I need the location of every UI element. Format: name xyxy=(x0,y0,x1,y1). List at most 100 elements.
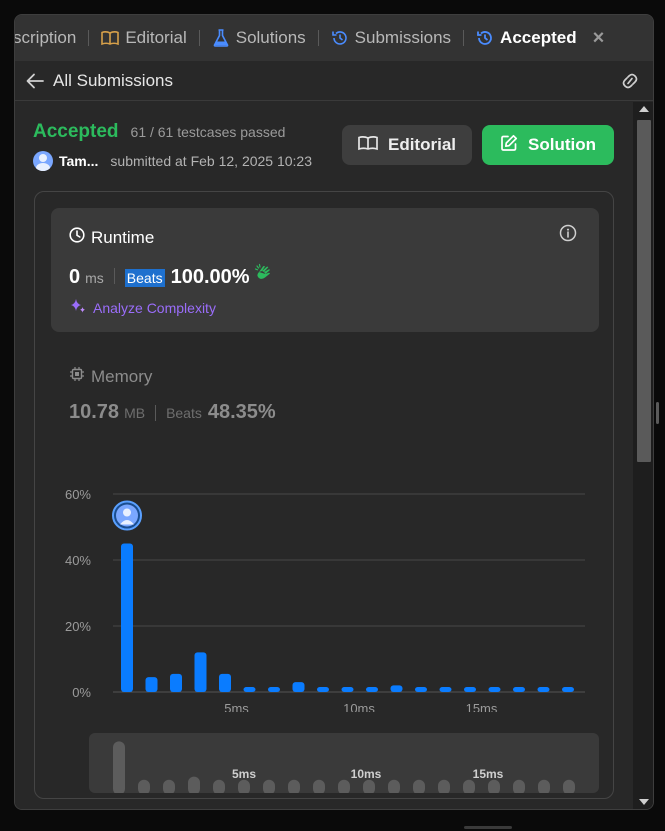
histogram-bar xyxy=(317,687,329,692)
tab-label: Solutions xyxy=(235,28,306,47)
memory-unit: MB xyxy=(124,405,146,421)
status-row: Accepted 61 / 61 testcases passed xyxy=(33,121,285,143)
submission-detail: Accepted 61 / 61 testcases passed Tam...… xyxy=(15,102,633,809)
tab-description[interactable]: scription xyxy=(15,15,76,61)
flask-icon xyxy=(212,29,230,47)
beats-label: Beats xyxy=(124,269,165,287)
memory-header[interactable]: Memory xyxy=(69,366,152,387)
x-tick-label: 10ms xyxy=(343,701,375,712)
tab-divider xyxy=(198,30,200,46)
avatar[interactable] xyxy=(33,151,53,171)
tab-accepted[interactable]: Accepted × xyxy=(476,15,604,61)
range-bar xyxy=(563,779,575,793)
range-bar xyxy=(113,741,125,793)
status-badge: Accepted xyxy=(33,121,119,142)
range-bar xyxy=(538,779,550,793)
histogram-bar xyxy=(243,687,256,692)
histogram-bar xyxy=(390,685,403,692)
analyze-complexity-link[interactable]: Analyze Complexity xyxy=(69,297,216,318)
x-tick-label: 15ms xyxy=(466,701,498,712)
runtime-title: Runtime xyxy=(91,227,155,247)
tab-bar: scription Editorial Solutions Submission… xyxy=(15,15,653,61)
memory-title: Memory xyxy=(91,366,153,386)
bottom-edge-handle xyxy=(464,826,512,829)
chip-icon xyxy=(69,366,85,387)
scrollbar[interactable] xyxy=(633,102,653,809)
range-bar xyxy=(388,779,400,793)
runtime-values: 0 ms Beats 100.00% xyxy=(69,263,274,289)
range-bar xyxy=(288,779,300,793)
range-selector-chart[interactable]: 5ms 10ms 15ms xyxy=(89,733,599,793)
range-bar xyxy=(138,779,150,793)
divider xyxy=(113,268,115,284)
editorial-button-label: Editorial xyxy=(387,135,456,154)
scrollbar-thumb[interactable] xyxy=(637,120,651,462)
chart-range-selector[interactable]: 5ms 10ms 15ms xyxy=(89,733,599,793)
performance-panel: Runtime 0 ms Beats 100.00% xyxy=(34,191,614,799)
submitted-timestamp: submitted at Feb 12, 2025 10:23 xyxy=(110,153,313,169)
avatar-head xyxy=(123,508,131,517)
divider xyxy=(155,404,157,421)
histogram-bar xyxy=(292,682,305,692)
range-bar xyxy=(163,779,175,793)
histogram-bar xyxy=(341,687,354,692)
runtime-value: 0 xyxy=(69,266,81,288)
range-bar xyxy=(338,779,350,793)
x-tick-label: 5ms xyxy=(224,701,249,712)
runtime-distribution-chart[interactable]: 60% 40% 20% 0% 5ms 10ms 15ms xyxy=(35,472,614,712)
range-bar xyxy=(413,779,425,793)
histogram-bar xyxy=(537,687,550,692)
histogram-bar xyxy=(488,687,501,692)
close-icon[interactable]: × xyxy=(592,27,605,49)
range-tick-label: 10ms xyxy=(351,767,382,781)
runtime-header: Runtime xyxy=(69,227,154,248)
clock-icon xyxy=(69,227,85,248)
tab-editorial[interactable]: Editorial xyxy=(101,15,187,61)
user-avatar-marker[interactable] xyxy=(112,500,142,531)
resize-handle[interactable] xyxy=(656,402,659,424)
solution-button-label: Solution xyxy=(528,135,596,154)
range-bar xyxy=(188,776,200,793)
histogram-bar xyxy=(415,687,427,692)
range-bar xyxy=(513,779,525,793)
all-submissions-link[interactable]: All Submissions xyxy=(53,71,173,90)
memory-beats-percent: 48.35% xyxy=(207,401,276,423)
histogram-bar xyxy=(464,687,476,692)
back-arrow-icon[interactable] xyxy=(25,72,45,90)
y-tick-label: 60% xyxy=(65,487,91,502)
solution-button[interactable]: Solution xyxy=(482,125,614,165)
user-name[interactable]: Tam... xyxy=(59,153,99,169)
sparkle-icon xyxy=(69,297,87,318)
histogram-bar xyxy=(121,543,133,692)
history-icon xyxy=(331,29,349,47)
info-icon[interactable] xyxy=(559,224,577,242)
y-tick-label: 40% xyxy=(65,553,91,568)
tab-label: Submissions xyxy=(354,28,452,47)
range-tick-label: 5ms xyxy=(232,767,256,781)
histogram-bar xyxy=(562,687,574,692)
history-icon xyxy=(476,29,494,47)
beats-label: Beats xyxy=(166,405,202,421)
scroll-down-icon[interactable] xyxy=(639,799,649,805)
runtime-card[interactable]: Runtime 0 ms Beats 100.00% xyxy=(51,208,599,332)
tab-submissions[interactable]: Submissions xyxy=(331,15,451,61)
range-bar xyxy=(263,779,275,793)
memory-value: 10.78 xyxy=(69,401,120,423)
submissions-header: All Submissions xyxy=(15,61,653,101)
tab-label: scription xyxy=(15,28,77,47)
range-bar xyxy=(488,779,500,793)
y-tick-label: 20% xyxy=(65,619,91,634)
edit-icon xyxy=(500,134,518,157)
scroll-up-icon[interactable] xyxy=(639,106,649,112)
analyze-complexity-label: Analyze Complexity xyxy=(93,299,216,316)
submission-window: scription Editorial Solutions Submission… xyxy=(14,14,654,810)
avatar-body xyxy=(120,520,134,525)
clapping-hands-icon xyxy=(254,263,274,283)
tab-divider xyxy=(463,30,465,46)
histogram-bar xyxy=(268,687,280,692)
link-icon[interactable] xyxy=(619,71,641,91)
range-bar xyxy=(438,779,450,793)
editorial-button[interactable]: Editorial xyxy=(342,125,472,165)
histogram-bar xyxy=(439,687,452,692)
tab-solutions[interactable]: Solutions xyxy=(212,15,306,61)
